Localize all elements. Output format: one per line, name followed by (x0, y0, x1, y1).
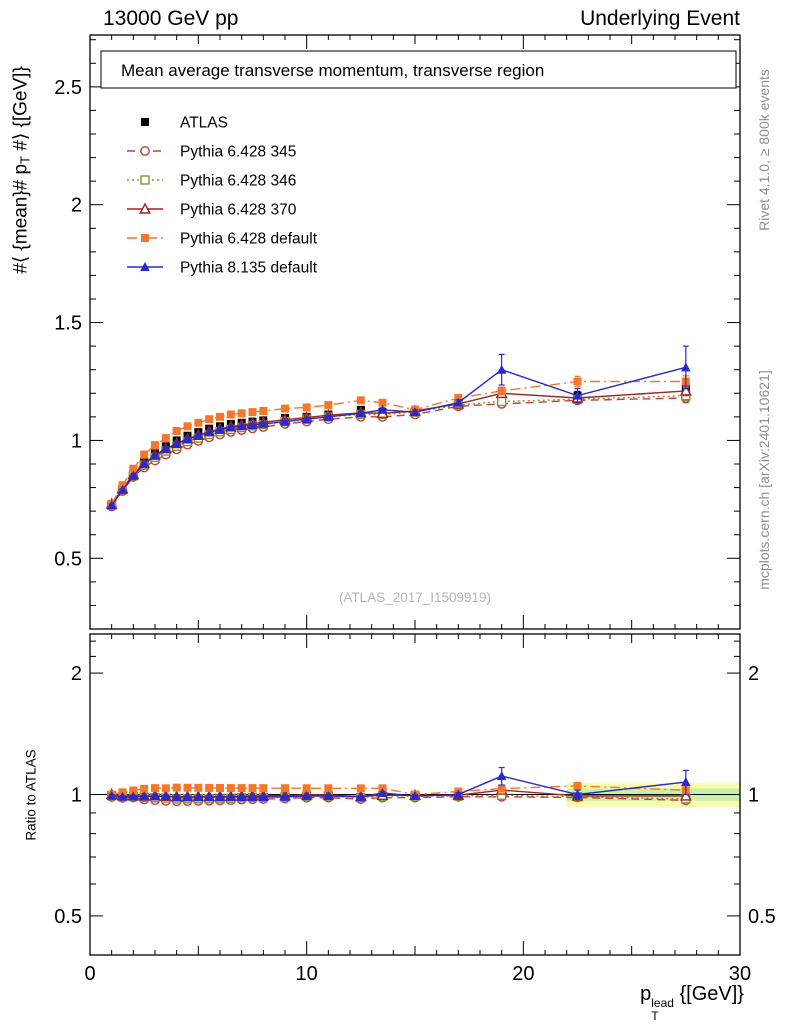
main-y-label-pre: #⟨ {mean}# p (10, 163, 32, 274)
series-main-3 (105, 384, 692, 509)
main-y-tick-label: 1 (71, 430, 82, 452)
header-beam-energy: 13000 GeV pp (103, 7, 239, 30)
series-main-0 (107, 382, 690, 509)
header-analysis-topic: Underlying Event (580, 7, 740, 30)
ratio-y-tick-label-right: 2 (748, 663, 759, 685)
x-label-base: p (640, 983, 652, 1005)
main-y-tick-label: 1.5 (54, 313, 82, 335)
main-y-label-post: #⟩ {[GeV]} (10, 66, 32, 157)
legend-label: Pythia 8.135 default (180, 260, 318, 277)
legend-label: Pythia 6.428 default (180, 231, 318, 248)
x-tick-label: 10 (296, 963, 318, 985)
main-y-tick-label: 2 (71, 195, 82, 217)
legend-item-0: ATLAS (141, 115, 228, 132)
x-label-sub: T (651, 1008, 659, 1023)
ratio-y-tick-label-right: 1 (748, 785, 759, 807)
x-label-post: {[GeV]} (673, 983, 744, 1005)
main-panel (105, 345, 692, 512)
x-tick-label: 0 (84, 963, 95, 985)
rivet-version-note: Rivet 4.1.0, ≥ 800k events (756, 69, 772, 231)
ratio-y-tick-label-right: 0.5 (748, 906, 776, 928)
legend-item-1: Pythia 6.428 345 (127, 144, 296, 161)
ratio-y-tick-label-left: 2 (71, 663, 82, 685)
series-main-5 (106, 345, 691, 510)
ratio-y-tick-label-left: 1 (71, 785, 82, 807)
legend-label: Pythia 6.428 345 (180, 144, 296, 161)
x-label-sup: lead (651, 996, 674, 1010)
main-y-axis-label: #⟨ {mean}# pT #⟩ {[GeV]} (9, 66, 32, 274)
analysis-id-watermark: (ATLAS_2017_I1509919) (338, 590, 492, 605)
ratio-y-axis-label: Ratio to ATLAS (23, 749, 39, 841)
series-main-2 (106, 390, 691, 510)
main-y-tick-label: 2.5 (54, 77, 82, 99)
mcplots-reference-note: mcplots.cern.ch [arXiv:2401.10621] (756, 370, 772, 590)
legend-item-3: Pythia 6.428 370 (127, 202, 297, 219)
ratio-y-tick-label-left: 0.5 (54, 906, 82, 928)
plot-title: Mean average transverse momentum, transv… (121, 61, 544, 80)
axes: 0.5 1 1.5 2 2.5 0 10 20 30 0.5 0.5 1 1 2 2 (54, 34, 776, 985)
legend-item-4: Pythia 6.428 default (127, 231, 318, 248)
legend-label: Pythia 6.428 346 (180, 173, 296, 190)
main-y-tick-label: 0.5 (54, 548, 82, 570)
legend-label: Pythia 6.428 370 (180, 202, 297, 219)
x-label-stack: lead T (651, 997, 674, 1022)
plot-title-pave: Mean average transverse momentum, transv… (100, 50, 737, 89)
legend: ATLAS Pythia 6.428 345 Pythia 6.428 346 Pyt… (127, 115, 318, 277)
x-tick-label: 20 (512, 963, 534, 985)
legend-label: ATLAS (180, 115, 228, 132)
x-axis-label: p lead T {[GeV]} (640, 983, 744, 1022)
x-tick-label: 30 (729, 963, 751, 985)
legend-item-2: Pythia 6.428 346 (127, 173, 296, 190)
main-y-label-sub: T (17, 156, 33, 164)
legend-item-5: Pythia 8.135 default (127, 260, 318, 277)
ratio-panel (90, 766, 740, 808)
series-ratio-5 (106, 766, 691, 802)
